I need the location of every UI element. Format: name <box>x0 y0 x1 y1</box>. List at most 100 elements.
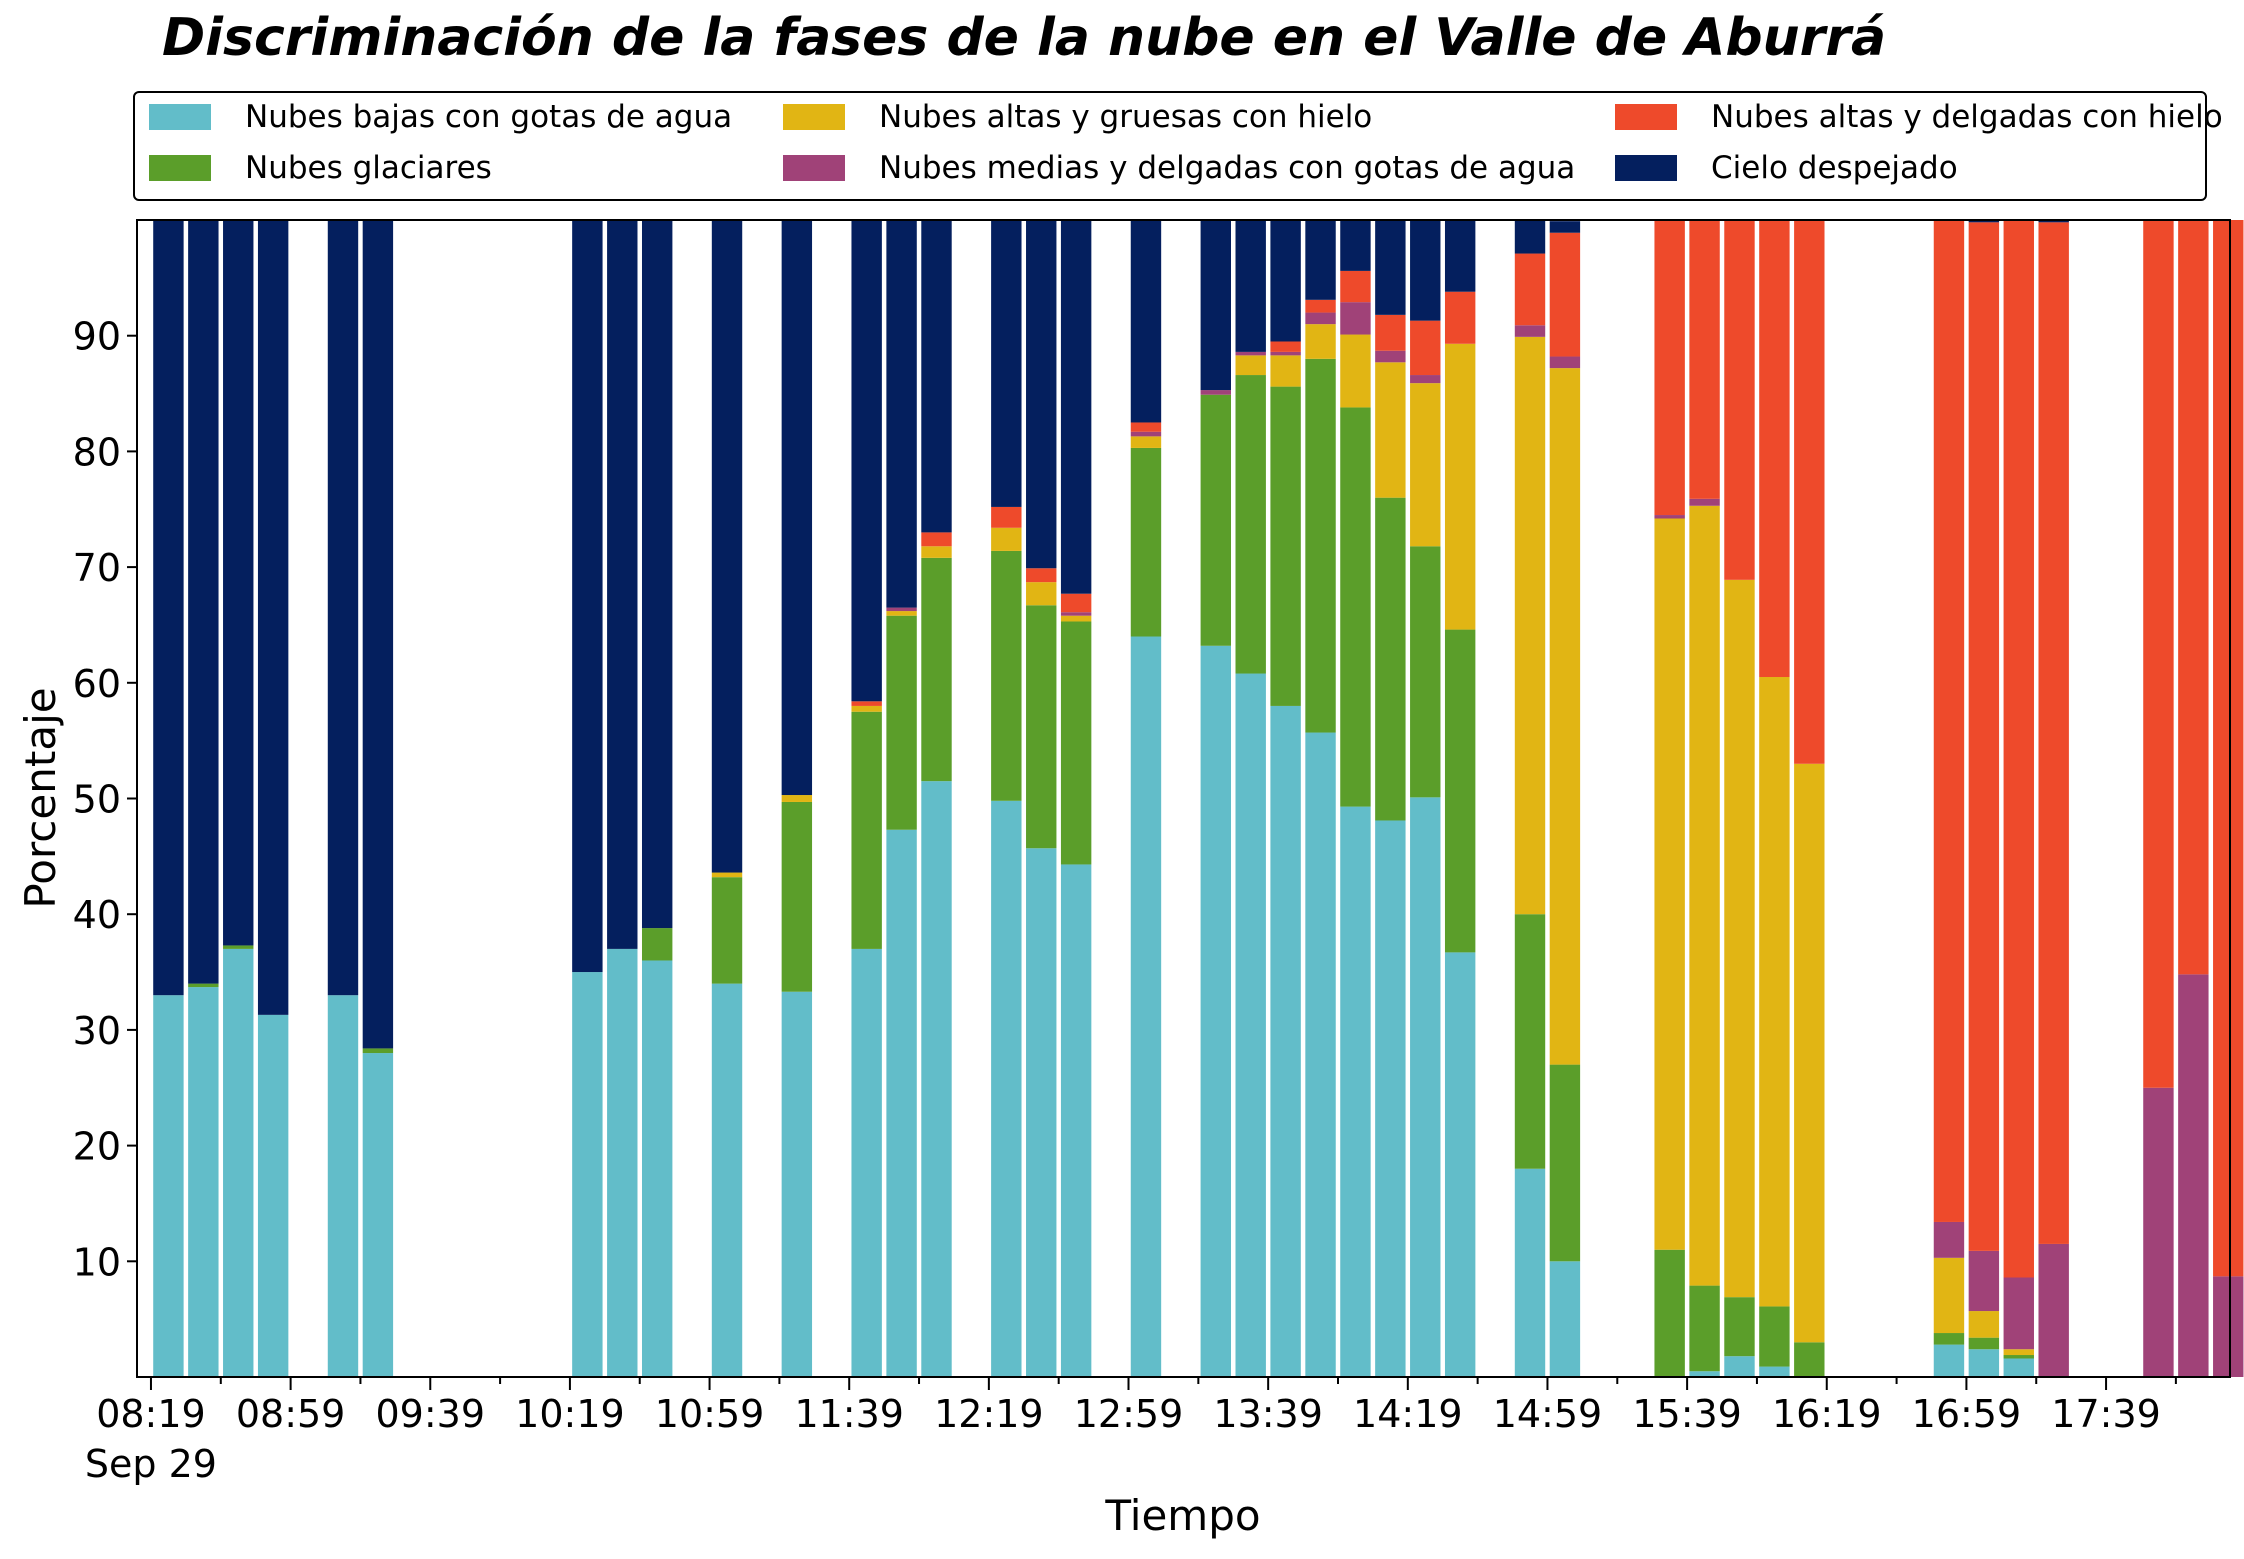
bar-segment <box>1759 1366 1790 1377</box>
bar-segment <box>886 829 917 1377</box>
bar-segment <box>1968 1349 2000 1377</box>
bar-segment <box>1060 612 1092 616</box>
bar-segment <box>781 795 813 802</box>
bar-segment <box>2003 1277 2034 1350</box>
bar-segment <box>1410 220 1441 321</box>
legend-entry-nubes-medias: Nubes medias y delgadas con gotas de agu… <box>783 150 1576 186</box>
bar-segment <box>1444 952 1476 1377</box>
bar-segment <box>1689 498 1720 506</box>
bar-segment <box>851 701 882 706</box>
bar-segment <box>1060 593 1092 613</box>
bars-layer <box>153 220 2244 1377</box>
x-tick-label: 09:39 <box>376 1392 486 1436</box>
bar-segment <box>2178 220 2209 975</box>
x-tick-label: 11:39 <box>794 1392 904 1436</box>
x-tick-label: 17:39 <box>2051 1392 2161 1436</box>
x-tick-label: 14:19 <box>1353 1392 1463 1436</box>
bar-segment <box>711 983 743 1377</box>
bar-segment <box>572 220 603 973</box>
bar-segment <box>1444 629 1476 953</box>
bar-segment <box>327 995 359 1377</box>
bar-segment <box>1130 436 1162 448</box>
legend-swatch-nubes-altas-delgadas <box>1615 104 1677 130</box>
bar-segment <box>921 220 952 533</box>
legend-label-nubes-glaciares: Nubes glaciares <box>245 150 492 186</box>
bar-segment <box>1026 605 1057 849</box>
bar-segment <box>257 1014 289 1377</box>
bar-segment <box>2003 1349 2034 1356</box>
bar-segment <box>2038 222 2069 1244</box>
bar-segment <box>641 960 673 1377</box>
bar-segment <box>1060 615 1092 622</box>
bar-segment <box>1130 220 1162 423</box>
bar-segment <box>711 872 743 878</box>
y-tick-label: 50 <box>73 778 121 822</box>
bar-segment <box>1724 220 1755 580</box>
bar-segment <box>1375 350 1406 363</box>
bar-segment <box>2213 1276 2244 1377</box>
bar-segment <box>1794 220 1825 764</box>
bar-segment <box>1200 220 1231 391</box>
y-tick-label: 40 <box>73 893 121 937</box>
y-tick-label: 60 <box>73 662 121 706</box>
bar-segment <box>1410 320 1441 376</box>
bar-segment <box>1340 334 1371 408</box>
bar-segment <box>1968 1250 2000 1312</box>
bar-segment <box>1444 291 1476 344</box>
bar-segment <box>327 220 359 996</box>
bar-segment <box>607 948 638 1377</box>
bar-segment <box>2003 1355 2034 1359</box>
bar-segment <box>2003 220 2034 1278</box>
bar-segment <box>1270 351 1301 356</box>
bar-segment <box>1270 386 1301 706</box>
bar-segment <box>1444 343 1476 630</box>
bar-segment <box>1724 1356 1755 1377</box>
x-axis-label: Tiempo <box>1104 1491 1260 1540</box>
bar-segment <box>1968 220 2000 223</box>
bar-segment <box>1305 312 1336 325</box>
bar-segment <box>886 611 917 616</box>
bar-segment <box>1933 1257 1965 1334</box>
bar-segment <box>1130 447 1162 637</box>
bar-segment <box>1305 358 1336 733</box>
bar-segment <box>1200 390 1231 395</box>
legend-label-cielo-despejado: Cielo despejado <box>1711 150 1958 186</box>
bar-segment <box>1759 677 1790 1307</box>
bar-segment <box>886 220 917 608</box>
legend-label-nubes-altas-gruesas: Nubes altas y gruesas con hielo <box>879 99 1373 135</box>
y-tick-label: 30 <box>73 1009 121 1053</box>
bar-segment <box>991 800 1022 1377</box>
bar-segment <box>188 220 219 984</box>
bar-segment <box>1340 407 1371 807</box>
x-tick-label: 10:19 <box>515 1392 625 1436</box>
bar-segment <box>1514 325 1546 337</box>
bar-segment <box>257 220 289 1015</box>
bar-segment <box>1968 1337 2000 1350</box>
x-tick-label: 14:59 <box>1493 1392 1603 1436</box>
legend-label-nubes-bajas: Nubes bajas con gotas de agua <box>245 99 733 135</box>
bar-segment <box>153 995 184 1377</box>
bar-segment <box>921 557 952 782</box>
bar-segment <box>1410 383 1441 547</box>
bar-segment <box>1060 220 1092 594</box>
bar-segment <box>1444 220 1476 292</box>
x-tick-label: 13:39 <box>1213 1392 1323 1436</box>
bar-segment <box>1340 220 1371 271</box>
legend-label-nubes-medias: Nubes medias y delgadas con gotas de agu… <box>879 150 1576 186</box>
bar-segment <box>1410 546 1441 798</box>
bar-segment <box>2003 1358 2034 1377</box>
bar-segment <box>188 987 219 1377</box>
bar-segment <box>1549 1064 1581 1262</box>
legend-label-nubes-altas-delgadas: Nubes altas y delgadas con hielo <box>1711 99 2223 135</box>
bar-segment <box>1235 355 1266 376</box>
bar-segment <box>2038 1243 2069 1377</box>
bar-segment <box>1514 220 1546 254</box>
bar-segment <box>362 1048 394 1054</box>
bar-segment <box>1305 324 1336 359</box>
bar-segment <box>851 948 882 1377</box>
bar-segment <box>851 220 882 702</box>
bar-segment <box>1235 351 1266 356</box>
legend-entry-nubes-altas-delgadas: Nubes altas y delgadas con hielo <box>1615 99 2223 135</box>
x-tick-label: 10:59 <box>655 1392 765 1436</box>
bar-segment <box>1305 732 1336 1377</box>
